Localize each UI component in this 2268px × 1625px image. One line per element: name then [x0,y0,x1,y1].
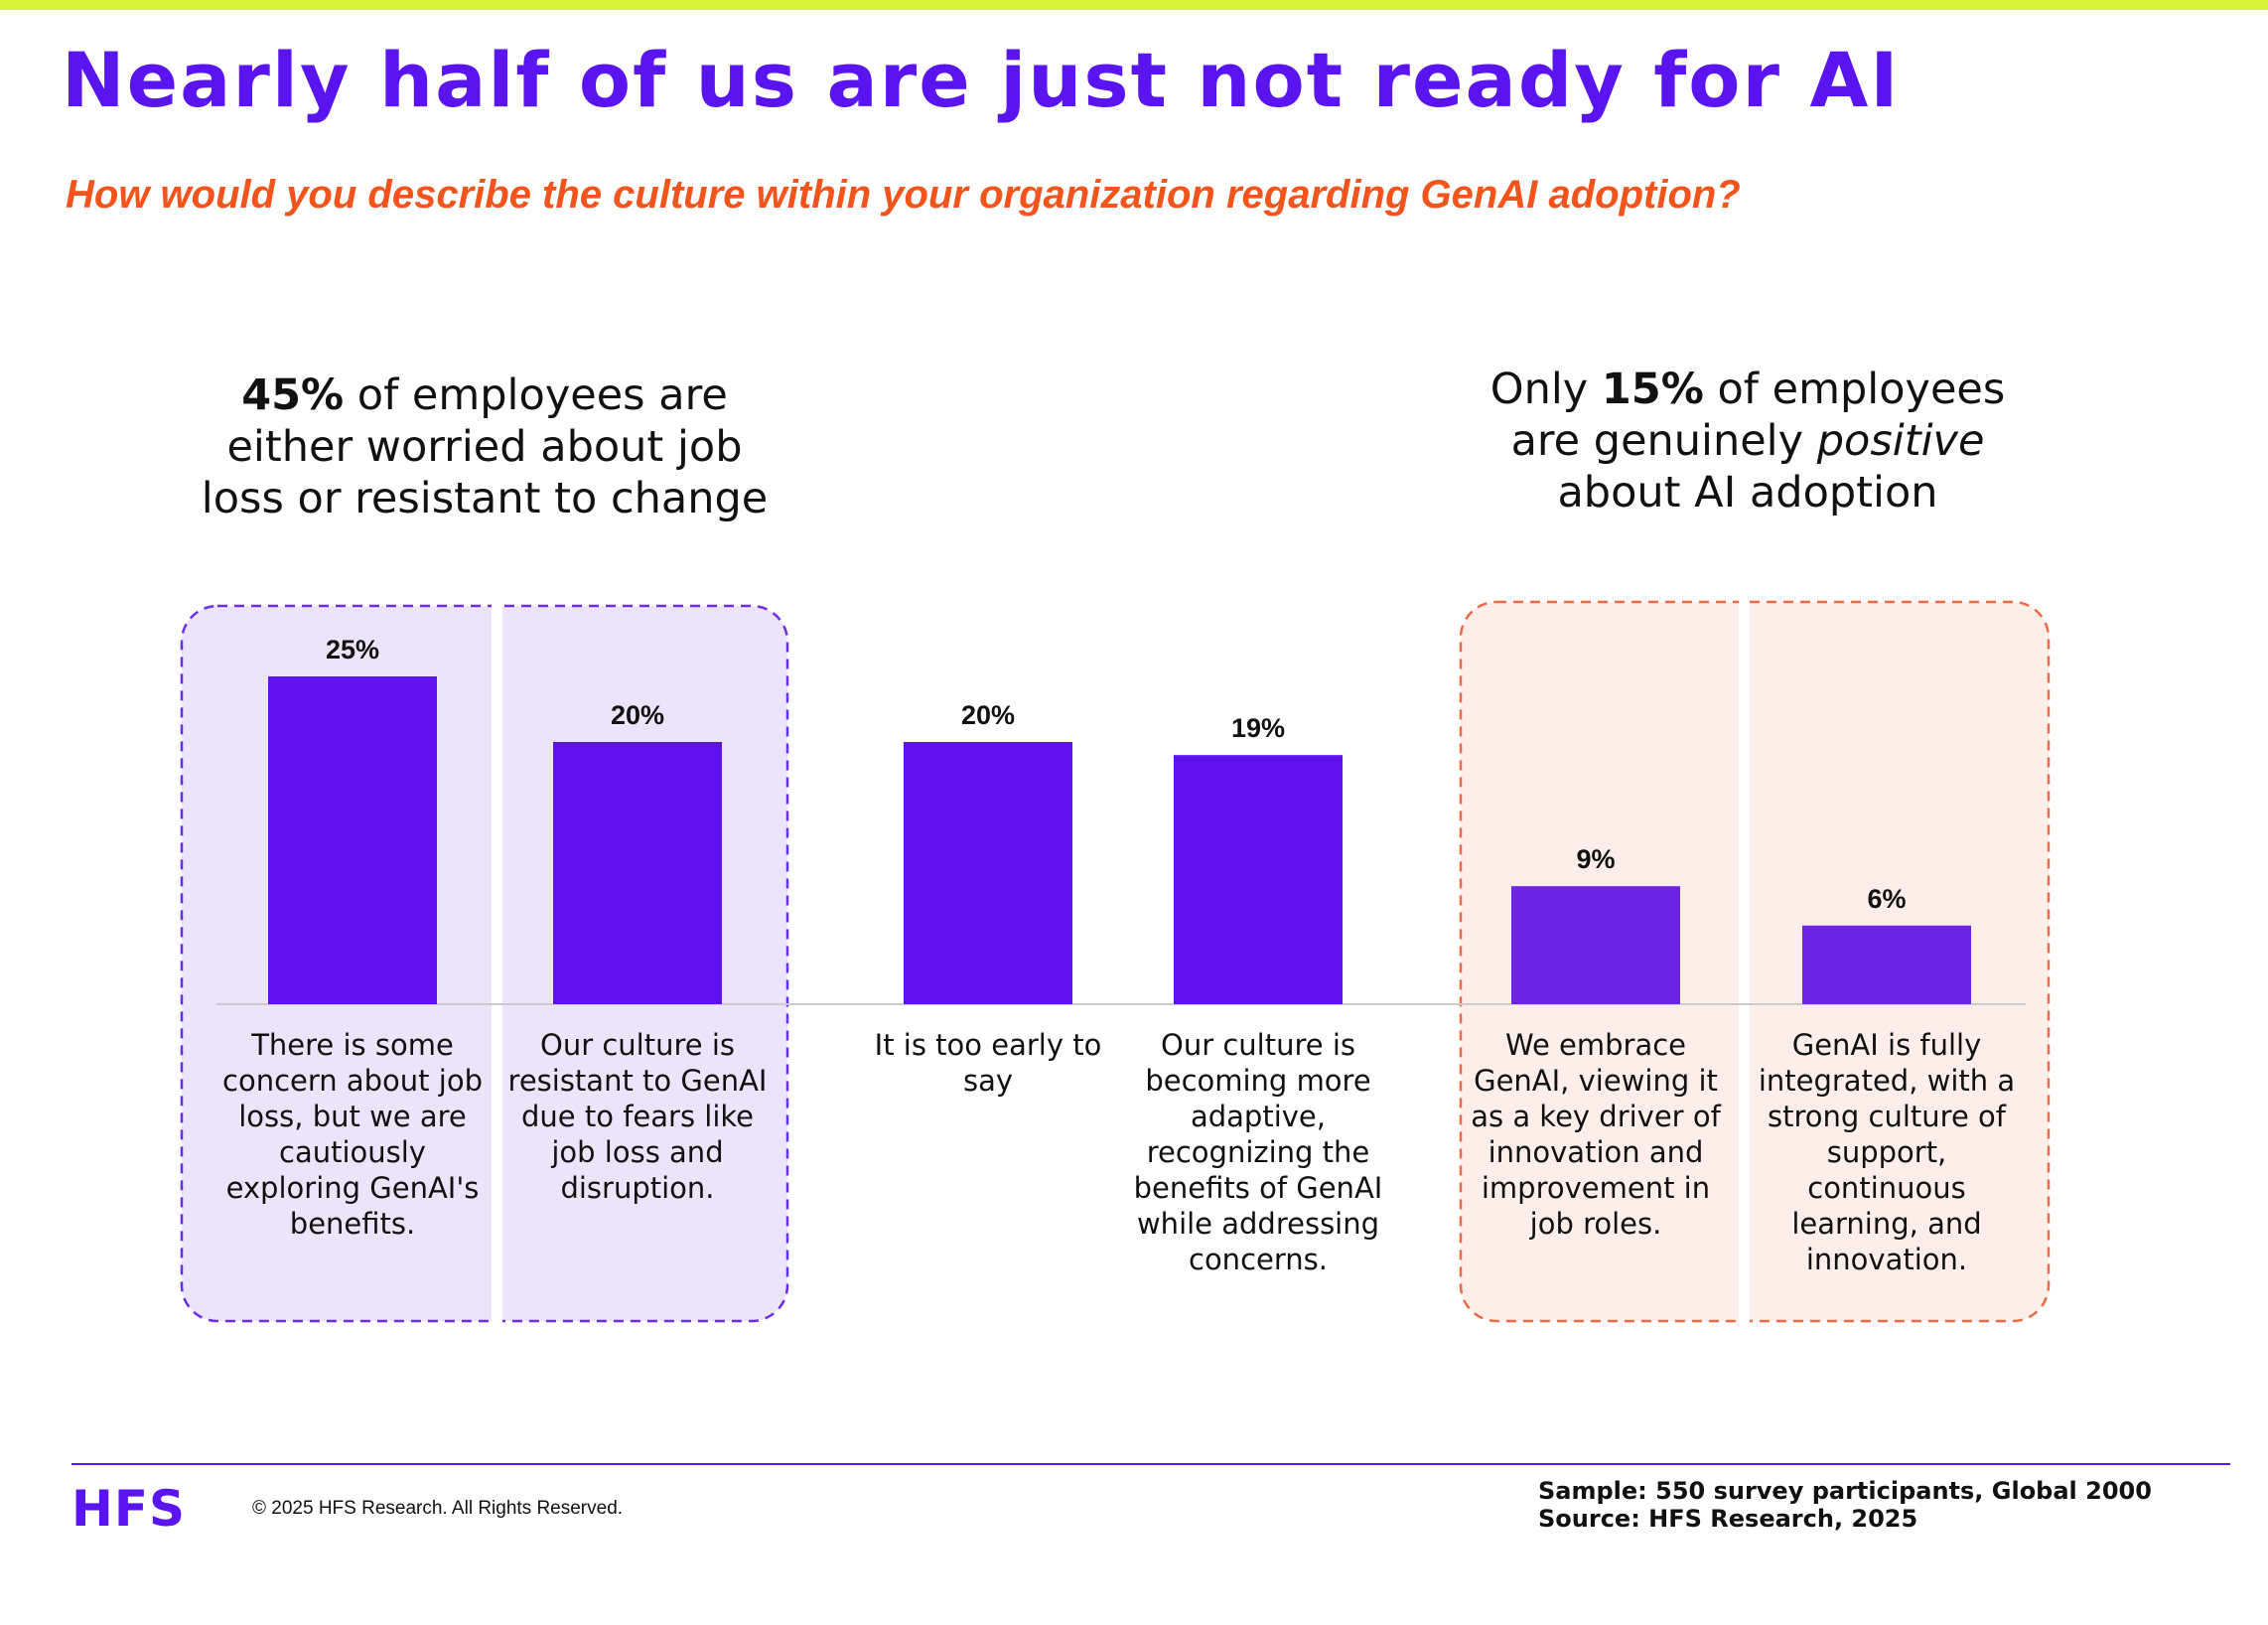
sample-note: Sample: 550 survey participants, Global … [1538,1477,2152,1505]
callout-right-post: about AI adoption [1557,468,1938,517]
top-accent-bar [0,0,2268,10]
page-title: Nearly half of us are just not ready for… [62,36,1901,124]
callout-left: 45% of employees are either worried abou… [197,369,773,524]
category-label-3: Our culture is becoming more adaptive, r… [1133,1028,1383,1276]
group-box-positive [1459,600,2051,1323]
bar-1 [553,742,722,1004]
callout-right-pre: Only [1489,365,1602,414]
value-label-2: 20% [961,700,1015,730]
callout-right-em: positive [1816,416,1985,466]
footer-divider [71,1463,2230,1465]
category-label-5: GenAI is fully integrated, with a strong… [1758,1028,2016,1276]
category-label-4: We embrace GenAI, viewing it as a key dr… [1471,1028,1721,1241]
bar-3 [1174,755,1343,1004]
hfs-logo: HFS [71,1480,187,1538]
callout-left-text: of employees are either worried about jo… [201,370,769,523]
group-box-concerned-divider [492,602,502,1325]
value-label-3: 19% [1231,713,1285,743]
category-label-1: Our culture is resistant to GenAI due to… [507,1028,768,1205]
page-subtitle: How would you describe the culture withi… [66,173,1741,217]
source-notes: Sample: 550 survey participants, Global … [1538,1477,2152,1533]
value-label-5: 6% [1867,884,1906,914]
source-note: Source: HFS Research, 2025 [1538,1505,1918,1533]
callout-right: Only 15% of employees are genuinely posi… [1455,364,2041,518]
bar-0 [268,676,437,1004]
callout-right-mid: of employees are genuinely [1510,365,2006,466]
category-label-2: It is too early to say [874,1028,1102,1098]
bar-chart: 25% 20% 20% 19% 9% 6% [180,598,2051,1325]
callout-right-strong: 15% [1601,365,1704,414]
bar-5 [1802,925,1971,1004]
value-label-0: 25% [326,635,379,665]
value-label-4: 9% [1576,844,1615,874]
value-label-1: 20% [611,700,664,730]
copyright-text: © 2025 HFS Research. All Rights Reserved… [252,1498,624,1519]
category-label-0: There is some concern about job loss, bu… [222,1028,483,1241]
group-box-positive-divider [1739,598,1750,1325]
bar-2 [904,742,1072,1004]
bar-4 [1511,886,1680,1004]
callout-left-strong: 45% [241,370,345,420]
